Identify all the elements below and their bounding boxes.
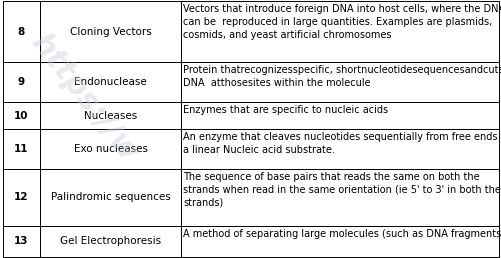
Text: 8: 8	[18, 27, 25, 37]
Bar	[40, 102, 181, 129]
Bar	[3, 62, 40, 102]
Bar	[40, 1, 181, 62]
Bar	[181, 225, 498, 257]
Bar	[40, 129, 181, 169]
Text: 11: 11	[14, 144, 29, 154]
Text: An enzyme that cleaves nucleotides sequentially from free ends of
a linear Nucle: An enzyme that cleaves nucleotides seque…	[183, 132, 501, 155]
Bar	[40, 62, 181, 102]
Text: Palindromic sequences: Palindromic sequences	[51, 192, 170, 202]
Bar	[181, 1, 498, 62]
Bar	[3, 129, 40, 169]
Bar	[3, 169, 40, 225]
Bar	[181, 129, 498, 169]
Text: 13: 13	[14, 236, 29, 246]
Bar	[3, 225, 40, 257]
Bar	[40, 169, 181, 225]
Text: 10: 10	[14, 111, 29, 121]
Bar	[181, 62, 498, 102]
Text: Exo nucleases: Exo nucleases	[74, 144, 147, 154]
Text: Nucleases: Nucleases	[84, 111, 137, 121]
Text: 12: 12	[14, 192, 29, 202]
Bar	[181, 102, 498, 129]
Text: The sequence of base pairs that reads the same on both the
strands when read in : The sequence of base pairs that reads th…	[183, 172, 500, 208]
Text: Endonuclease: Endonuclease	[74, 77, 147, 87]
Text: Cloning Vectors: Cloning Vectors	[70, 27, 151, 37]
Bar	[40, 225, 181, 257]
Text: Vectors that introduce foreign DNA into host cells, where the DNA
can be  reprod: Vectors that introduce foreign DNA into …	[183, 4, 501, 40]
Text: Protein thatrecognizesspecific, shortnucleotidesequencesandcuts
DNA  atthosesite: Protein thatrecognizesspecific, shortnuc…	[183, 65, 501, 88]
Text: 9: 9	[18, 77, 25, 87]
Text: Gel Electrophoresis: Gel Electrophoresis	[60, 236, 161, 246]
Bar	[3, 102, 40, 129]
Text: A method of separating large molecules (such as DNA fragments or: A method of separating large molecules (…	[183, 229, 501, 239]
Text: https://w: https://w	[25, 29, 142, 167]
Bar	[3, 1, 40, 62]
Text: Enzymes that are specific to nucleic acids: Enzymes that are specific to nucleic aci…	[183, 105, 388, 115]
Bar	[181, 169, 498, 225]
